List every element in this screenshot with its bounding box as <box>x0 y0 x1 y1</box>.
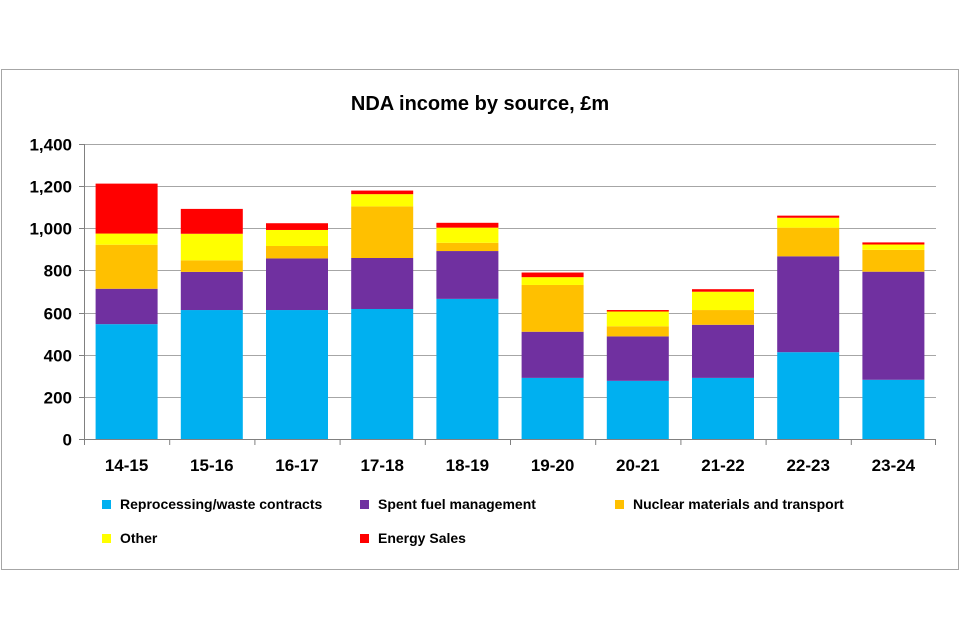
bar-segment <box>862 379 925 439</box>
y-tick-label: 200 <box>44 389 72 408</box>
x-tick-label: 22-23 <box>786 456 829 475</box>
y-tick-label: 800 <box>44 262 72 281</box>
bar-segment <box>521 377 584 439</box>
y-tick-label: 1,200 <box>29 178 72 197</box>
bar-segment <box>777 215 840 218</box>
legend-swatch <box>615 500 624 509</box>
legend-label: Other <box>120 530 158 546</box>
y-tick-label: 600 <box>44 305 72 324</box>
bar-segment <box>95 183 158 234</box>
legend-label: Reprocessing/waste contracts <box>120 496 323 512</box>
x-tick-label: 23-24 <box>872 456 916 475</box>
bar-segment <box>777 227 840 257</box>
bar-segment <box>436 227 499 243</box>
axes: 0 200 400 600 800 1,000 1,200 1,400 14-15 15-16 16… <box>29 136 936 475</box>
bar-segment <box>266 310 328 439</box>
bar-segment <box>777 256 840 353</box>
bar-segment <box>862 244 925 250</box>
bar-segment <box>862 271 925 380</box>
bar-segment <box>692 289 754 292</box>
x-tick-label: 14-15 <box>105 456 148 475</box>
bar-segment <box>266 258 328 311</box>
bar-segment <box>436 222 499 228</box>
bar-segment <box>692 291 754 311</box>
legend-swatch <box>102 534 111 543</box>
legend-swatch <box>360 534 369 543</box>
bar-segment <box>266 229 328 246</box>
bar-segment <box>436 251 499 299</box>
bar-segment <box>606 336 669 381</box>
bar-segment <box>351 206 414 258</box>
bar-segment <box>692 377 754 439</box>
bar-segment <box>436 242 499 252</box>
legend-swatch <box>360 500 369 509</box>
legend-swatch <box>102 500 111 509</box>
bar-segment <box>95 288 158 325</box>
bar-segment <box>521 277 584 285</box>
bar-segment <box>351 308 414 439</box>
bar-segment <box>351 190 414 195</box>
bar-segment <box>521 331 584 378</box>
bar-segment <box>521 284 584 332</box>
y-tick-label: 0 <box>63 431 72 450</box>
bar-segment <box>351 194 414 207</box>
bar-segment <box>692 324 754 378</box>
bar-segment <box>606 311 669 327</box>
x-tick-label: 20-21 <box>616 456 659 475</box>
bar-segment <box>180 233 243 261</box>
x-tick-label: 15-16 <box>190 456 233 475</box>
x-tick-label: 16-17 <box>275 456 318 475</box>
y-tick-label: 400 <box>44 347 72 366</box>
bar-segment <box>606 310 669 312</box>
y-tick-label: 1,400 <box>29 136 72 155</box>
legend-label: Spent fuel management <box>378 496 536 512</box>
bar-segment <box>180 260 243 272</box>
bar-segment <box>862 242 925 245</box>
bar-segment <box>351 257 414 309</box>
bar-segment <box>180 310 243 439</box>
x-tick-label: 17-18 <box>360 456 403 475</box>
bar-segment <box>95 244 158 289</box>
bar-segment <box>777 352 840 439</box>
bar-segment <box>266 223 328 230</box>
bar-segment <box>95 324 158 439</box>
bar-segment <box>606 380 669 439</box>
chart-title: NDA income by source, £m <box>351 93 609 115</box>
bar-segment <box>521 272 584 278</box>
x-tick-label: 18-19 <box>446 456 489 475</box>
bar-segment <box>692 310 754 325</box>
bar-segment <box>606 326 669 337</box>
bar-segment <box>777 217 840 228</box>
bar-segment <box>266 245 328 259</box>
x-tick-label: 19-20 <box>531 456 574 475</box>
legend: Reprocessing/waste contracts Spent fuel m… <box>102 496 844 546</box>
y-tick-label: 1,000 <box>29 220 72 239</box>
bar-segment <box>95 233 158 245</box>
bar-segment <box>180 271 243 311</box>
bar-segment <box>180 208 243 234</box>
bar-segment <box>862 249 925 272</box>
legend-label: Energy Sales <box>378 530 466 546</box>
bars <box>95 183 925 439</box>
legend-label: Nuclear materials and transport <box>633 496 844 512</box>
x-tick-label: 21-22 <box>701 456 744 475</box>
bar-segment <box>436 298 499 439</box>
